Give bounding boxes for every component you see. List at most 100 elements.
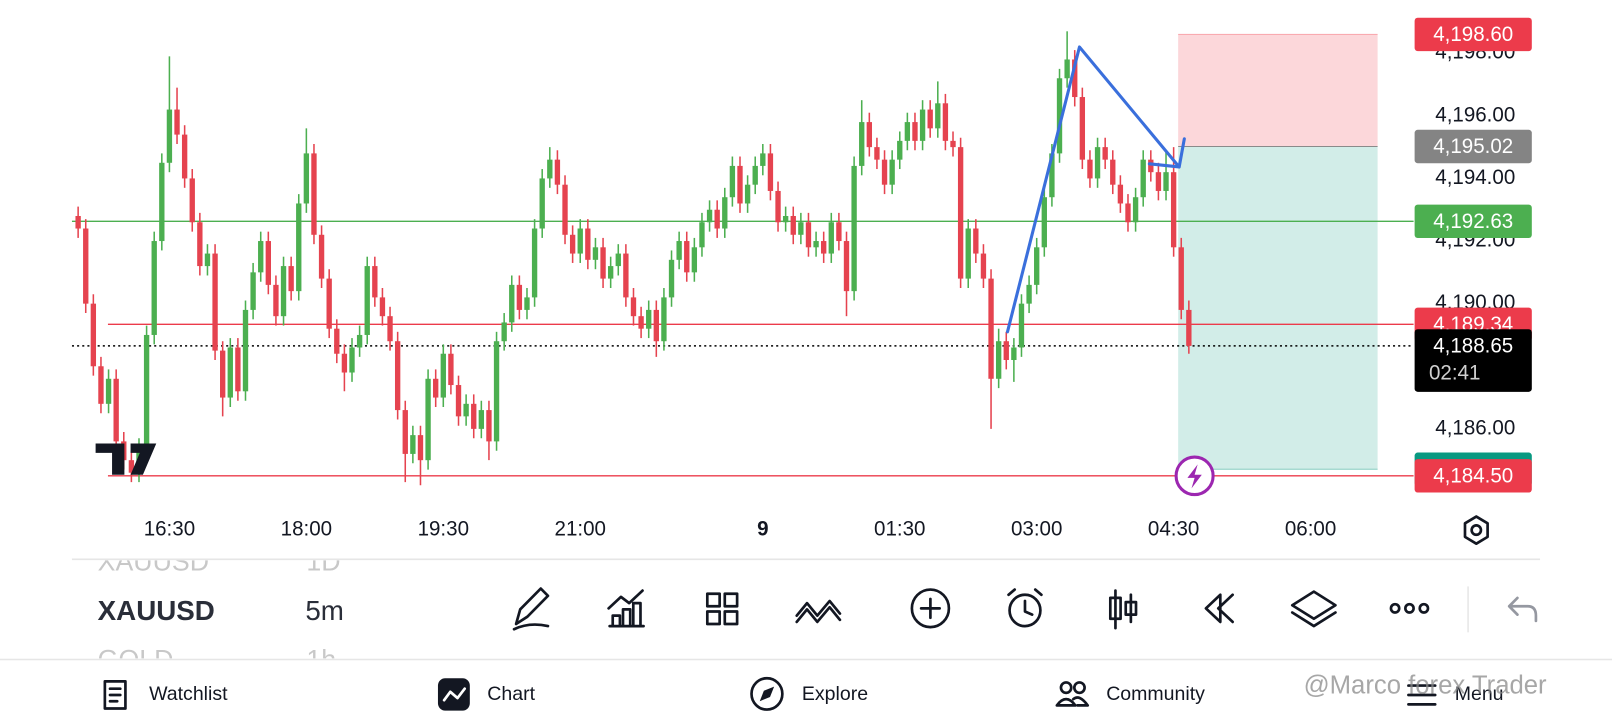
candle-body [334,328,340,354]
candle-body [782,216,789,223]
compare-tool[interactable] [795,599,842,624]
x-tick-label: 21:00 [555,517,606,540]
candle-body [927,109,933,129]
candle-body [296,203,302,292]
symbol: XAUUSD [98,546,209,576]
candle-body [744,184,751,204]
tool-row [512,586,1538,633]
candle-body [98,366,104,404]
nav-item[interactable]: Chart [437,678,536,711]
candle-body [227,347,233,398]
candle-body [1041,197,1047,248]
candle-body [767,153,774,191]
plus-icon [919,597,941,620]
chart-pane[interactable]: 4,186.004,188.004,190.004,192.004,194.00… [71,17,1532,497]
candle-body [341,353,348,373]
candle-body [881,159,888,185]
candle-body [509,284,515,323]
alert-tool[interactable] [1007,588,1043,628]
candle-body [919,109,926,141]
undo-button[interactable] [1507,596,1538,623]
candle-body [592,247,599,260]
candle-body [676,241,682,260]
plus-circle [910,588,951,629]
candle-body [646,309,652,329]
alarm-hands [1007,588,1043,616]
candle-body [1110,159,1116,185]
x-tick-label: 16:30 [144,517,195,540]
candle-body [394,341,401,411]
settings-button[interactable] [1463,515,1489,546]
candle-body [661,297,667,342]
candle-body [950,140,956,148]
add-tool[interactable] [910,588,951,629]
candle-body [1170,172,1177,248]
nav-item[interactable]: Watchlist [103,680,228,710]
nav-label: Community [1106,683,1205,705]
candle-body [1003,341,1009,360]
candle-body [524,297,530,310]
candle-body [630,297,637,317]
candle-body [760,153,766,166]
candle-body [1011,347,1017,360]
draw-tool[interactable] [512,587,550,631]
candle-body [805,222,812,248]
candle-body [455,385,462,417]
price-badge [1414,459,1532,493]
nav-label: Menu [1455,683,1504,705]
indicators-tool[interactable] [607,589,645,628]
nav-item[interactable]: Menu [1407,683,1504,706]
candle-body [836,222,842,242]
dot [1418,602,1430,614]
compare-icon [795,599,842,624]
layouts-tool[interactable] [705,592,739,626]
candle-body [387,316,393,342]
candle-body [493,341,500,442]
candle-body [935,103,941,129]
candle-body [1132,197,1139,223]
candle-body [1094,147,1101,179]
candle-body [531,228,538,298]
candle-body [501,322,507,342]
candle-body [988,278,994,379]
candle-body [379,297,386,317]
candle-body [1117,184,1124,204]
candle-body [159,162,165,242]
undo-icon [1507,596,1538,623]
chart-type-tool[interactable] [1108,589,1138,630]
candle-body [318,234,325,279]
symbol-picker[interactable]: XAUUSD 1D XAUUSD 5m GOLD 1h [98,546,344,674]
x-tick-label: 01:30 [874,517,925,540]
nav-label: Chart [487,683,535,705]
candle-body [722,197,728,229]
candle-body [668,259,675,298]
objects-tool[interactable] [1290,590,1337,628]
price-badge-label: 4,188.65 [1433,334,1513,357]
nav-item[interactable]: Community [1055,681,1205,707]
nav-item[interactable]: Explore [750,676,869,711]
watchlist-icon [103,680,127,710]
candle-body [326,278,332,329]
candle-body [699,222,705,248]
alarm-icon [1008,593,1042,628]
candle-body [410,435,416,454]
candle-body [220,350,226,398]
candle-body [303,153,310,204]
more-tool[interactable] [1389,602,1430,614]
candle-body [653,309,659,342]
countdown: 02:41 [1429,361,1480,384]
candle-body [912,122,918,141]
candle-body [638,316,644,329]
candle-body [995,341,1002,379]
candle-body [973,228,979,254]
layers-icon [1290,590,1337,628]
candle-body [752,165,758,185]
candle-body [433,378,439,398]
x-tick-label: 18:00 [281,517,332,540]
candle-body [897,140,903,160]
replay-tool[interactable] [1204,593,1234,624]
x-tick-label: 19:30 [418,517,469,540]
candle-body [607,266,614,279]
candle-body [273,284,279,317]
candle-body [1102,147,1108,160]
